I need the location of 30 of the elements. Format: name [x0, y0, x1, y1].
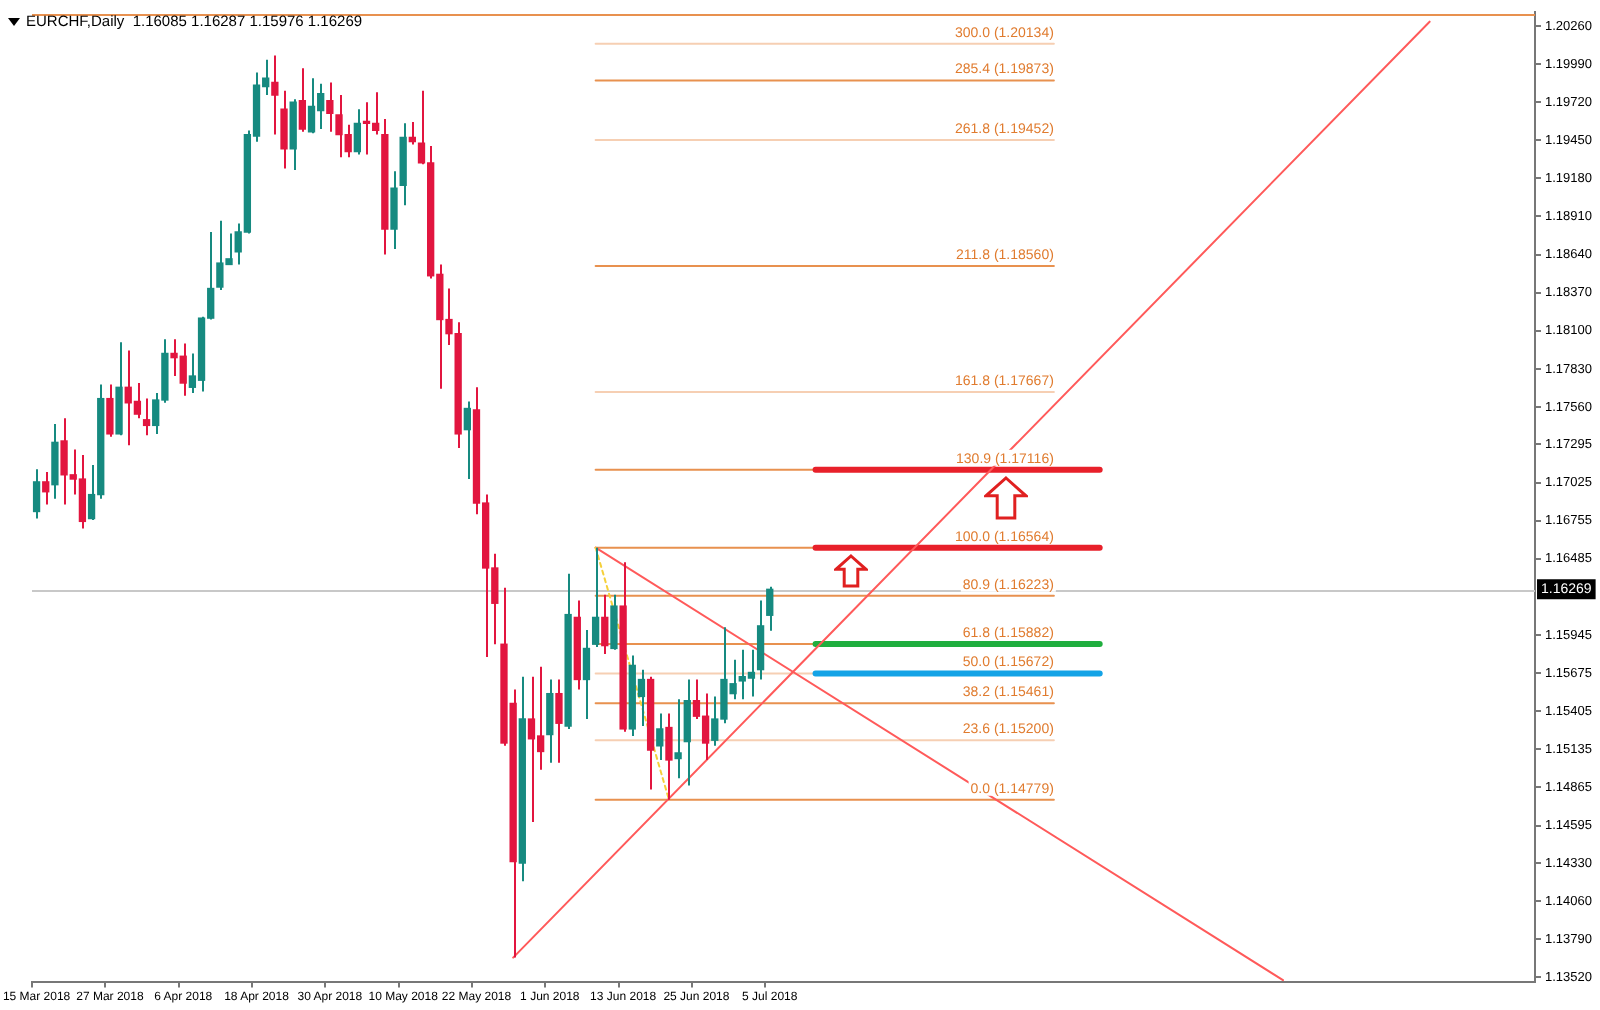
candlestick — [142, 397, 151, 437]
candlestick — [601, 593, 609, 656]
candlestick — [591, 546, 600, 649]
candlestick — [610, 593, 618, 651]
candlestick — [546, 678, 554, 764]
candlestick — [353, 108, 362, 156]
candlestick — [133, 382, 142, 420]
candlestick — [674, 698, 682, 780]
candlestick — [683, 678, 691, 787]
candlestick — [42, 471, 50, 506]
candlestick — [665, 712, 673, 801]
candlestick — [307, 77, 316, 135]
candlestick — [115, 341, 123, 437]
candlestick — [701, 692, 710, 761]
candlestick — [390, 170, 398, 250]
candlestick — [289, 98, 297, 171]
candlestick — [582, 629, 591, 721]
candlestick — [32, 468, 41, 520]
candlestick — [527, 675, 536, 824]
candlestick — [78, 454, 87, 530]
candlestick — [271, 54, 279, 136]
candlestick — [280, 89, 288, 170]
candlestick — [766, 585, 774, 632]
candlestick — [656, 712, 664, 761]
candlestick — [106, 383, 114, 438]
candlestick — [555, 678, 563, 764]
candlestick — [637, 668, 646, 728]
candlestick — [51, 423, 59, 500]
candlestick — [298, 67, 307, 133]
candlestick — [463, 400, 471, 481]
